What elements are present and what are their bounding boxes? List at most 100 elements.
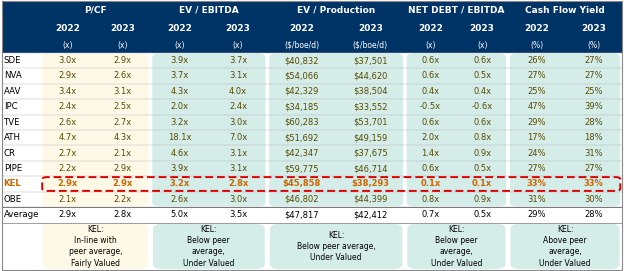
- Text: 24%: 24%: [527, 149, 546, 158]
- Text: 2022: 2022: [289, 24, 314, 33]
- Text: 2.9x: 2.9x: [59, 210, 77, 219]
- Text: Cash Flow Yield: Cash Flow Yield: [525, 6, 605, 15]
- Text: 0.6x: 0.6x: [421, 72, 440, 80]
- Text: 2.8x: 2.8x: [228, 179, 248, 189]
- Text: 28%: 28%: [584, 118, 603, 127]
- Text: 31%: 31%: [527, 195, 546, 204]
- Text: 0.6x: 0.6x: [421, 56, 440, 65]
- Text: 0.5x: 0.5x: [473, 72, 491, 80]
- Text: -0.6x: -0.6x: [472, 102, 493, 111]
- Text: 27%: 27%: [584, 56, 603, 65]
- Text: 7.0x: 7.0x: [229, 133, 247, 142]
- Text: 47%: 47%: [527, 102, 546, 111]
- Text: $38,293: $38,293: [351, 179, 389, 189]
- Text: OBE: OBE: [4, 195, 22, 204]
- Text: KEL:
Below peer
average,
Under Valued: KEL: Below peer average, Under Valued: [431, 225, 482, 267]
- Text: $60,283: $60,283: [285, 118, 319, 127]
- Text: 27%: 27%: [527, 72, 546, 80]
- Text: 27%: 27%: [584, 72, 603, 80]
- Text: 4.6x: 4.6x: [170, 149, 188, 158]
- Text: (x): (x): [477, 41, 487, 50]
- Text: (x): (x): [117, 41, 128, 50]
- Text: 2.9x: 2.9x: [59, 72, 77, 80]
- Text: $53,701: $53,701: [353, 118, 388, 127]
- Text: (x): (x): [233, 41, 243, 50]
- Text: TVE: TVE: [4, 118, 21, 127]
- Text: $38,504: $38,504: [353, 87, 388, 96]
- Text: 17%: 17%: [527, 133, 546, 142]
- Text: 0.4x: 0.4x: [422, 87, 440, 96]
- Text: 33%: 33%: [583, 179, 603, 189]
- Text: 2.9x: 2.9x: [114, 164, 132, 173]
- Text: 2.9x: 2.9x: [113, 179, 133, 189]
- Text: 33%: 33%: [527, 179, 547, 189]
- Text: P/CF: P/CF: [84, 6, 107, 15]
- Text: $59,775: $59,775: [285, 164, 319, 173]
- Text: $45,858: $45,858: [283, 179, 321, 189]
- Text: IPC: IPC: [4, 102, 17, 111]
- Text: 4.0x: 4.0x: [229, 87, 247, 96]
- Text: (x): (x): [62, 41, 73, 50]
- Text: 0.7x: 0.7x: [421, 210, 440, 219]
- Text: $42,329: $42,329: [285, 87, 319, 96]
- Text: 2023: 2023: [470, 24, 495, 33]
- Text: (x): (x): [174, 41, 185, 50]
- Text: 39%: 39%: [584, 102, 603, 111]
- Text: 2.4x: 2.4x: [59, 102, 77, 111]
- Text: 2022: 2022: [56, 24, 80, 33]
- FancyBboxPatch shape: [269, 54, 403, 206]
- Text: KEL:
Below peer
average,
Under Valued: KEL: Below peer average, Under Valued: [183, 225, 235, 267]
- Text: 2.6x: 2.6x: [59, 118, 77, 127]
- Text: Average: Average: [4, 210, 39, 219]
- Text: $51,692: $51,692: [285, 133, 319, 142]
- Text: 3.9x: 3.9x: [170, 164, 188, 173]
- Text: 27%: 27%: [584, 164, 603, 173]
- Bar: [2, 1, 622, 53]
- Text: NVA: NVA: [4, 72, 21, 80]
- Text: 3.2x: 3.2x: [170, 179, 190, 189]
- Text: (x): (x): [426, 41, 436, 50]
- Text: 3.0x: 3.0x: [229, 118, 247, 127]
- Text: 2.5x: 2.5x: [114, 102, 132, 111]
- Text: 3.7x: 3.7x: [170, 72, 189, 80]
- Text: $42,412: $42,412: [353, 210, 388, 219]
- Text: AAV: AAV: [4, 87, 21, 96]
- Text: $46,802: $46,802: [285, 195, 319, 204]
- Text: 0.1x: 0.1x: [472, 179, 492, 189]
- Text: 0.5x: 0.5x: [473, 164, 491, 173]
- Text: EV / Production: EV / Production: [297, 6, 375, 15]
- Text: $44,399: $44,399: [353, 195, 388, 204]
- Text: $44,620: $44,620: [353, 72, 388, 80]
- Text: 5.0x: 5.0x: [170, 210, 188, 219]
- Text: 2.4x: 2.4x: [229, 102, 247, 111]
- Text: -0.5x: -0.5x: [420, 102, 441, 111]
- Text: 3.2x: 3.2x: [170, 118, 188, 127]
- Text: 2023: 2023: [110, 24, 135, 33]
- Text: 2.8x: 2.8x: [114, 210, 132, 219]
- FancyBboxPatch shape: [270, 224, 402, 269]
- Text: 26%: 26%: [527, 56, 546, 65]
- Text: 2.6x: 2.6x: [114, 72, 132, 80]
- FancyBboxPatch shape: [407, 54, 506, 206]
- Text: KEL:
In-line with
peer average,
Fairly Valued: KEL: In-line with peer average, Fairly V…: [69, 225, 122, 267]
- Text: 1.4x: 1.4x: [422, 149, 440, 158]
- Text: $34,185: $34,185: [285, 102, 319, 111]
- Text: $40,832: $40,832: [285, 56, 319, 65]
- Text: 3.9x: 3.9x: [170, 56, 188, 65]
- Text: 2023: 2023: [226, 24, 250, 33]
- Text: ($/boe/d): ($/boe/d): [284, 41, 319, 50]
- Text: 3.1x: 3.1x: [229, 164, 247, 173]
- Text: 29%: 29%: [527, 118, 546, 127]
- Text: 2.7x: 2.7x: [114, 118, 132, 127]
- Text: ATH: ATH: [4, 133, 21, 142]
- Text: 2023: 2023: [581, 24, 606, 33]
- Text: 2.9x: 2.9x: [114, 56, 132, 65]
- FancyBboxPatch shape: [407, 224, 505, 269]
- Text: KEL: KEL: [4, 179, 21, 189]
- FancyBboxPatch shape: [510, 54, 620, 206]
- Text: 25%: 25%: [527, 87, 546, 96]
- Text: 3.0x: 3.0x: [59, 56, 77, 65]
- FancyBboxPatch shape: [152, 54, 265, 206]
- Text: 2.2x: 2.2x: [114, 195, 132, 204]
- Text: ($/boe/d): ($/boe/d): [353, 41, 388, 50]
